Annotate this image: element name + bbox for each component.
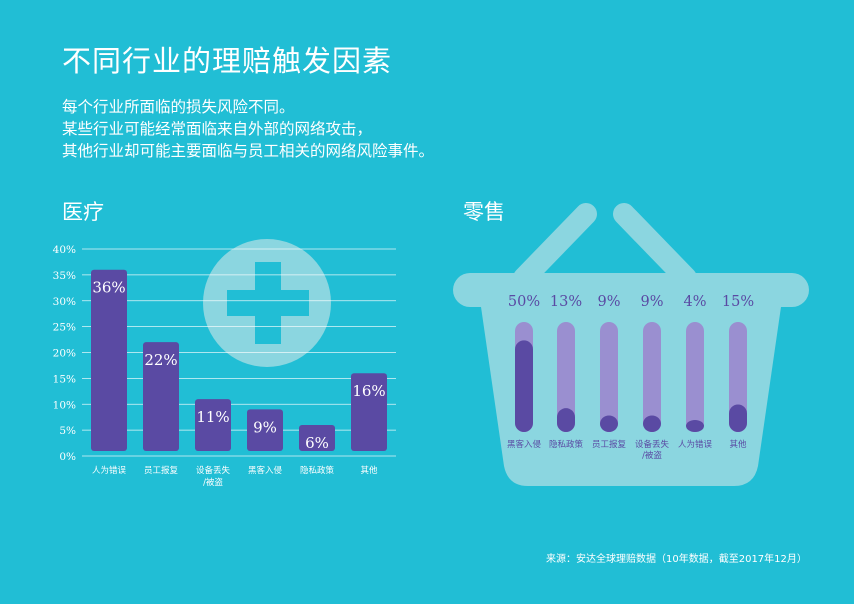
y-tick-label: 25%: [53, 322, 76, 334]
intro-line: 其他行业却可能主要面临与员工相关的网络风险事件。: [62, 142, 435, 160]
basket-handle-left: [513, 203, 597, 289]
data-label: 50%: [508, 294, 540, 310]
x-tick-label: 其他: [729, 439, 747, 450]
y-tick-label: 35%: [53, 270, 76, 282]
y-tick-label: 30%: [53, 296, 76, 308]
bar-track: [600, 322, 618, 432]
data-label: 6%: [305, 434, 329, 452]
intro-line: 每个行业所面临的损失风险不同。: [62, 98, 295, 116]
bar: [195, 399, 231, 451]
y-tick-label: 20%: [53, 348, 76, 360]
intro-line: 某些行业可能经常面临来自外部的网络攻击，: [62, 120, 373, 138]
y-tick-label: 0%: [59, 451, 76, 463]
x-tick-label: 员工报复: [592, 439, 627, 450]
section-title-retail: 零售: [463, 200, 505, 224]
bar: [299, 424, 335, 451]
basket-body: [480, 300, 782, 486]
x-tick-label: 隐私政策: [300, 465, 335, 476]
bar: [600, 415, 618, 432]
bar: [515, 340, 533, 432]
y-tick-label: 10%: [53, 399, 76, 411]
data-label: 9%: [597, 294, 620, 310]
x-tick-label: /被盗: [203, 477, 223, 488]
data-label: 16%: [352, 382, 385, 400]
bar: [143, 342, 179, 451]
data-label: 9%: [640, 294, 663, 310]
bar: [643, 415, 661, 432]
shopping-basket-icon: [453, 203, 809, 486]
bar: [91, 269, 127, 451]
basket-handle-right: [613, 203, 697, 289]
data-label: 9%: [253, 418, 277, 436]
data-label: 15%: [722, 294, 754, 310]
cross-horizontal: [227, 290, 309, 316]
bar: [247, 409, 283, 451]
data-label: 4%: [683, 294, 706, 310]
x-tick-label: 人为错误: [678, 439, 713, 450]
x-tick-label: /被盗: [642, 450, 662, 461]
x-tick-label: 其他: [360, 465, 378, 476]
section-title-medical: 医疗: [62, 200, 104, 224]
data-label: 22%: [144, 351, 177, 369]
bar-track: [686, 322, 704, 432]
x-tick-label: 设备丢失: [196, 465, 231, 476]
medical-cross-icon: [203, 239, 331, 367]
x-tick-label: 黑客入侵: [248, 465, 283, 476]
x-tick-label: 人为错误: [92, 465, 127, 476]
bar-track: [729, 322, 747, 432]
x-tick-label: 员工报复: [144, 465, 179, 476]
retail-bar-chart: 50% 黑客入侵 13% 隐私政策 9% 员工报复 9% 设备丢失/被盗 4% 人为错误 15% 其他: [507, 294, 754, 461]
medical-bar-chart: 0% 5% 10% 15% 20% 25% 30% 35% 40% 36% 人为错误 22% 员工报复 1…: [53, 244, 396, 488]
y-tick-label: 40%: [53, 244, 76, 256]
bar: [686, 420, 704, 432]
basket-rim: [453, 273, 809, 307]
x-tick-label: 设备丢失: [635, 439, 670, 450]
page-title: 不同行业的理赔触发因素: [62, 44, 393, 78]
bar-track: [557, 322, 575, 432]
bar: [557, 408, 575, 432]
bar: [351, 373, 387, 451]
bar: [729, 404, 747, 432]
x-tick-label: 隐私政策: [549, 439, 584, 450]
y-tick-label: 15%: [53, 373, 76, 385]
intro-text: 每个行业所面临的损失风险不同。 某些行业可能经常面临来自外部的网络攻击， 其他行…: [62, 96, 434, 162]
data-label: 13%: [550, 294, 582, 310]
data-label: 11%: [196, 408, 229, 426]
bar-track: [643, 322, 661, 432]
data-label: 36%: [92, 279, 125, 297]
y-tick-label: 5%: [59, 425, 76, 437]
source-note: 来源：安达全球理赔数据（10年数据，截至2017年12月）: [546, 554, 807, 565]
x-tick-label: 黑客入侵: [507, 439, 542, 450]
